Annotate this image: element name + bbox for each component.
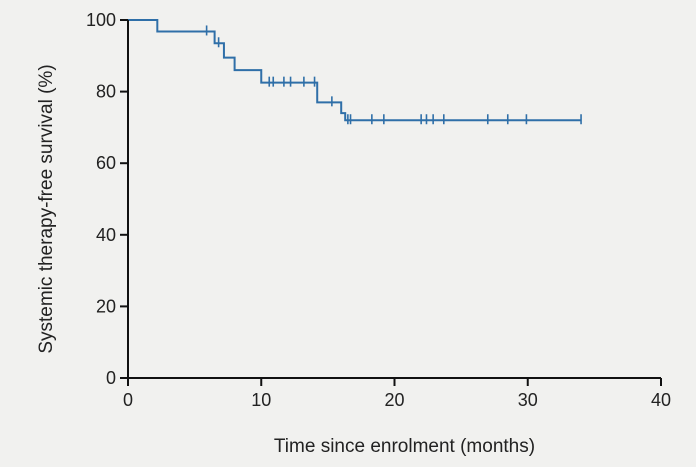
y-tick-label-20: 20 xyxy=(96,296,116,316)
survival-step-line xyxy=(128,19,582,122)
y-axis-label: Systemic therapy-free survival (%) xyxy=(36,64,57,353)
x-tick-label-20: 20 xyxy=(384,390,404,410)
x-axis-label: Time since enrolment (months) xyxy=(274,436,535,457)
x-tick-label-10: 10 xyxy=(251,390,271,410)
axes: 0 20 40 60 80 100 0 10 20 30 40 xyxy=(86,10,671,410)
x-tick-label-30: 30 xyxy=(518,390,538,410)
y-tick-label-80: 80 xyxy=(96,82,116,102)
x-tick-label-40: 40 xyxy=(651,390,671,410)
x-tick-label-0: 0 xyxy=(123,390,133,410)
plot-area xyxy=(128,19,582,125)
y-tick-label-0: 0 xyxy=(106,368,116,388)
y-tick-label-100: 100 xyxy=(86,10,116,30)
y-tick-label-60: 60 xyxy=(96,153,116,173)
y-tick-label-40: 40 xyxy=(96,225,116,245)
